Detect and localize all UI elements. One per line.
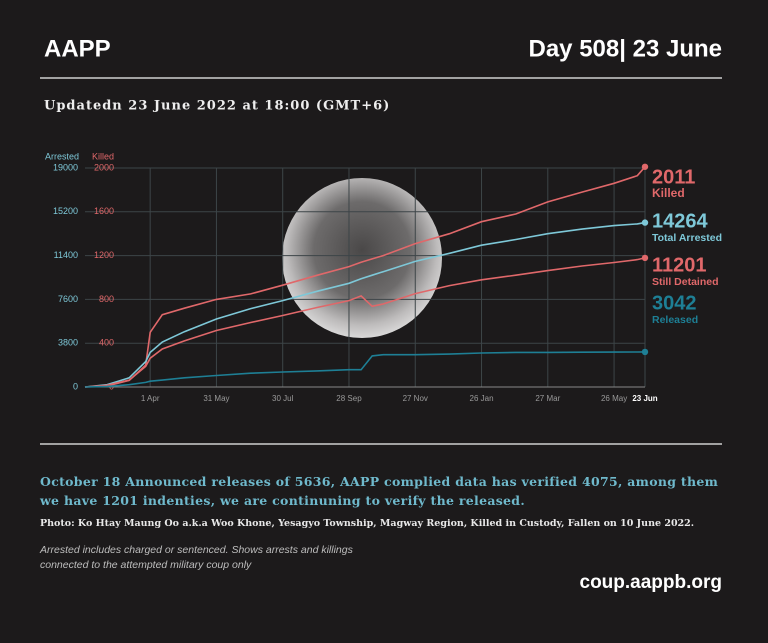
x-tick-label: 23 Jun — [632, 394, 657, 403]
x-tick-label: 26 Jan — [470, 394, 494, 403]
end-value-label: 2011 — [652, 166, 695, 188]
end-point — [641, 219, 649, 226]
y-tick-label: 7600 — [58, 294, 78, 304]
y-tick-label: 19000 — [53, 162, 78, 172]
x-tick-label: 27 Nov — [403, 394, 428, 403]
url: coup.aappb.org — [580, 572, 723, 593]
y-tick-label: 11400 — [54, 250, 78, 260]
series-line — [84, 351, 646, 388]
y-axis-label: Arrested — [45, 151, 79, 161]
legend-label: Released — [652, 314, 698, 326]
y2-tick-label: 400 — [99, 338, 114, 348]
end-value-label: 14264 — [652, 210, 708, 232]
footnote-line: connected to the attempted military coup… — [40, 559, 252, 571]
subtitle: Updatedn 23 June 2022 at 18:00 (GMT+6) — [44, 99, 390, 114]
x-tick-label: 27 Mar — [535, 394, 560, 403]
legend-label: Total Arrested — [652, 232, 722, 244]
y2-axis-label: Killed — [92, 151, 114, 161]
x-tick-label: 28 Sep — [336, 394, 362, 403]
end-point — [641, 163, 649, 170]
series-line — [84, 166, 646, 388]
end-value-label: 3042 — [652, 292, 697, 314]
x-tick-label: 26 May — [601, 394, 627, 403]
x-tick-label: 30 Jul — [272, 394, 294, 403]
y2-tick-label: 2000 — [94, 162, 114, 172]
end-value-label: 11201 — [652, 254, 707, 276]
x-tick-label: 31 May — [203, 394, 229, 403]
y2-tick-label: 1200 — [94, 250, 114, 260]
y2-tick-label: 1600 — [94, 206, 114, 216]
legend-label: Still Detained — [652, 276, 719, 288]
legend-label: Killed — [652, 186, 685, 200]
footnote: Arrested includes charged or sentenced. … — [40, 543, 730, 573]
release-note: October 18 Announced releases of 5636, A… — [40, 474, 719, 508]
footnote-line: Arrested includes charged or sentenced. … — [40, 544, 353, 556]
series-line — [84, 221, 646, 388]
end-point — [641, 254, 649, 262]
brand: AAPP — [44, 35, 111, 62]
portrait-photo — [282, 178, 442, 338]
day-label: Day 508| 23 June — [529, 35, 723, 62]
series-line — [84, 257, 646, 388]
x-tick-label: 1 Apr — [141, 394, 160, 403]
photo-caption: Photo: Ko Htay Maung Oo a.k.a Woo Khone,… — [40, 518, 695, 529]
end-point — [641, 348, 649, 356]
y2-tick-label: 800 — [99, 294, 114, 304]
y-tick-label: 0 — [73, 381, 78, 391]
y-tick-label: 3800 — [58, 338, 78, 348]
y-tick-label: 15200 — [53, 206, 78, 216]
